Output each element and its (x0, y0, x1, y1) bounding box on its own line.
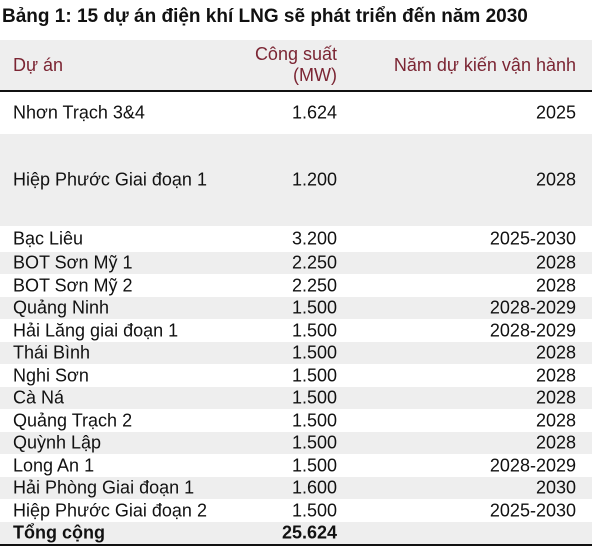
cell-year: 2028 (535, 275, 576, 295)
table-row: Quỳnh Lập 1.500 2028 (0, 432, 592, 454)
table-row: BOT Sơn Mỹ 2 2.250 2028 (0, 274, 592, 297)
cell-year: 2025-2030 (489, 228, 576, 249)
cell-capacity: 3.200 (291, 228, 337, 249)
cell-year: 2030 (535, 477, 576, 498)
table-row: Long An 1 1.500 2028-2029 (0, 454, 592, 477)
total-capacity: 25.624 (281, 522, 337, 543)
table-title: Bảng 1: 15 dự án điện khí LNG sẽ phát tr… (2, 6, 528, 27)
total-row: Tổng cộng 25.624 (0, 522, 592, 544)
table-row: Cà Ná 1.500 2028 (0, 387, 592, 409)
table-body: Nhơn Trạch 3&4 1.624 2025 Hiệp Phước Gia… (0, 92, 592, 544)
cell-year: 2028-2029 (489, 297, 576, 318)
cell-project: Hiệp Phước Giai đoạn 2 (13, 500, 207, 520)
table-row: Nghi Sơn 1.500 2028 (0, 364, 592, 387)
header-capacity: Công suất (MW) (220, 44, 337, 86)
cell-capacity: 1.500 (291, 455, 337, 475)
table-row: Quảng Ninh 1.500 2028-2029 (0, 297, 592, 319)
cell-year: 2028-2029 (489, 320, 576, 340)
cell-year: 2028 (535, 169, 576, 190)
cell-capacity: 1.500 (291, 432, 337, 453)
cell-capacity: 2.250 (291, 275, 337, 295)
cell-project: Hải Lăng giai đoạn 1 (13, 320, 179, 340)
cell-project: Bạc Liêu (13, 228, 84, 249)
cell-year: 2028 (535, 365, 576, 385)
cell-capacity: 1.200 (291, 169, 337, 190)
header-capacity-line2: (MW) (293, 65, 337, 85)
cell-project: Quảng Ninh (13, 297, 110, 318)
cell-capacity: 1.500 (291, 342, 337, 363)
cell-year: 2025-2030 (489, 500, 576, 520)
cell-year: 2028 (535, 432, 576, 453)
table-row: Nhơn Trạch 3&4 1.624 2025 (0, 92, 592, 134)
cell-year: 2025 (535, 102, 576, 123)
cell-capacity: 1.624 (291, 102, 337, 123)
total-label: Tổng cộng (13, 522, 105, 543)
cell-year: 2028 (535, 342, 576, 363)
table-row: Hiệp Phước Giai đoạn 1 1.200 2028 (0, 134, 592, 226)
cell-year: 2028 (535, 410, 576, 430)
cell-project: BOT Sơn Mỹ 1 (13, 252, 133, 273)
table-row: Hải Phòng Giai đoạn 1 1.600 2030 (0, 477, 592, 499)
cell-project: Cà Ná (13, 387, 65, 408)
table-row: Bạc Liêu 3.200 2025-2030 (0, 226, 592, 252)
cell-project: Hiệp Phước Giai đoạn 1 (13, 169, 207, 190)
cell-project: Long An 1 (13, 455, 95, 475)
header-year: Năm dự kiến vận hành (393, 55, 576, 75)
cell-project: Quảng Trạch 2 (13, 410, 133, 430)
cell-year: 2028 (535, 252, 576, 273)
header-capacity-line1: Công suất (254, 44, 337, 64)
table-row: Thái Bình 1.500 2028 (0, 342, 592, 364)
cell-capacity: 1.500 (291, 387, 337, 408)
header-project: Dự án (13, 55, 64, 75)
cell-project: Nhơn Trạch 3&4 (13, 102, 145, 123)
table-row: Hải Lăng giai đoạn 1 1.500 2028-2029 (0, 319, 592, 342)
cell-capacity: 2.250 (291, 252, 337, 273)
table-row: BOT Sơn Mỹ 1 2.250 2028 (0, 252, 592, 274)
table-header: Dự án Công suất (MW) Năm dự kiến vận hàn… (0, 40, 592, 90)
cell-project: Hải Phòng Giai đoạn 1 (13, 477, 195, 498)
cell-project: BOT Sơn Mỹ 2 (13, 275, 133, 295)
cell-capacity: 1.500 (291, 500, 337, 520)
cell-capacity: 1.500 (291, 320, 337, 340)
bottom-divider (0, 544, 592, 546)
cell-year: 2028-2029 (489, 455, 576, 475)
cell-capacity: 1.600 (291, 477, 337, 498)
cell-project: Quỳnh Lập (13, 432, 102, 453)
cell-project: Thái Bình (13, 342, 91, 363)
cell-project: Nghi Sơn (13, 365, 89, 385)
header-divider (0, 90, 592, 92)
table-row: Hiệp Phước Giai đoạn 2 1.500 2025-2030 (0, 499, 592, 522)
cell-capacity: 1.500 (291, 365, 337, 385)
cell-year: 2028 (535, 387, 576, 408)
table-row: Quảng Trạch 2 1.500 2028 (0, 409, 592, 432)
cell-capacity: 1.500 (291, 410, 337, 430)
cell-capacity: 1.500 (291, 297, 337, 318)
